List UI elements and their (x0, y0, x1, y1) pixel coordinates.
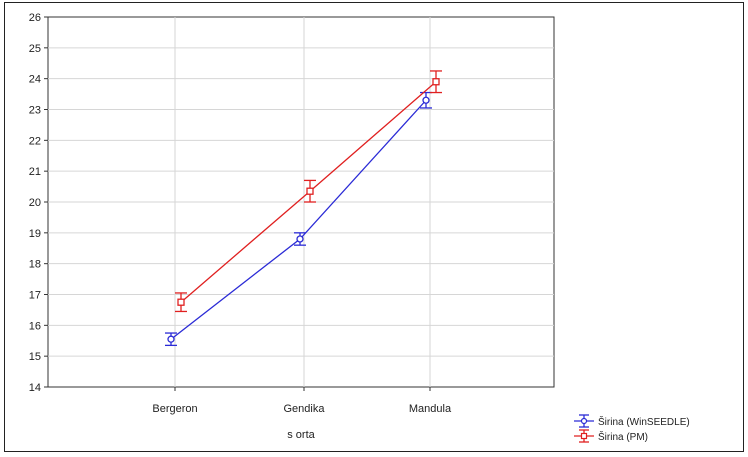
y-tick-label: 18 (29, 259, 41, 271)
x-tick-label: Gendika (284, 403, 326, 415)
data-point (167, 335, 175, 343)
grid (48, 17, 554, 387)
legend-item: Širina (WinSEEDLE) (574, 414, 690, 428)
data-point (432, 78, 440, 86)
y-axis-ticks: 14 15 16 17 18 19 20 21 22 23 24 25 26 (29, 12, 48, 394)
series-0 (165, 91, 432, 347)
data-point (296, 235, 304, 243)
data-point (306, 187, 314, 195)
y-tick-label: 16 (29, 320, 41, 332)
legend-label: Širina (WinSEEDLE) (598, 415, 690, 428)
y-tick-label: 23 (29, 105, 41, 117)
y-tick-label: 15 (29, 351, 41, 363)
y-tick-label: 22 (29, 135, 41, 147)
y-tick-label: 14 (29, 382, 41, 394)
y-tick-label: 19 (29, 228, 41, 240)
x-tick-label: Mandula (409, 403, 452, 415)
data-point (177, 298, 185, 306)
series (165, 70, 442, 347)
legend-marker (580, 417, 588, 425)
series-1 (175, 70, 442, 313)
x-tick-label: Bergeron (152, 403, 197, 415)
legend-label: Širina (PM) (598, 430, 648, 443)
legend: Širina (WinSEEDLE) Širina (PM) (574, 414, 690, 443)
data-point (422, 96, 430, 104)
x-axis-label: s orta (287, 429, 315, 441)
x-axis-ticks: Bergeron Gendika Mandula (152, 387, 452, 415)
y-tick-label: 24 (29, 74, 41, 86)
legend-marker (580, 432, 588, 440)
y-tick-label: 26 (29, 12, 41, 24)
y-tick-label: 21 (29, 166, 41, 178)
y-tick-label: 20 (29, 197, 41, 209)
y-tick-label: 25 (29, 43, 41, 55)
legend-item: Širina (PM) (574, 429, 648, 443)
y-tick-label: 17 (29, 290, 41, 302)
